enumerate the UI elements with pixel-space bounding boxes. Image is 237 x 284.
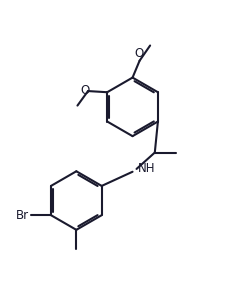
- Text: O: O: [80, 84, 89, 97]
- Text: O: O: [134, 47, 144, 60]
- Text: NH: NH: [138, 162, 155, 176]
- Text: Br: Br: [16, 209, 29, 222]
